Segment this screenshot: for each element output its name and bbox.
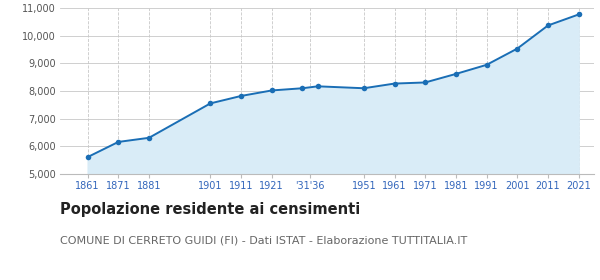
Point: [359, 86, 368, 90]
Text: COMUNE DI CERRETO GUIDI (FI) - Dati ISTAT - Elaborazione TUTTITALIA.IT: COMUNE DI CERRETO GUIDI (FI) - Dati ISTA…: [60, 235, 467, 245]
Point: [206, 101, 215, 106]
Point: [482, 63, 491, 67]
Point: [313, 84, 323, 88]
Point: [543, 23, 553, 28]
Point: [144, 136, 154, 140]
Point: [390, 81, 400, 86]
Point: [267, 88, 277, 93]
Point: [421, 80, 430, 85]
Text: Popolazione residente ai censimenti: Popolazione residente ai censimenti: [60, 202, 360, 217]
Point: [236, 94, 246, 98]
Point: [512, 46, 522, 51]
Point: [83, 155, 92, 159]
Point: [298, 86, 307, 90]
Point: [113, 140, 123, 144]
Point: [574, 12, 583, 17]
Point: [451, 72, 461, 76]
